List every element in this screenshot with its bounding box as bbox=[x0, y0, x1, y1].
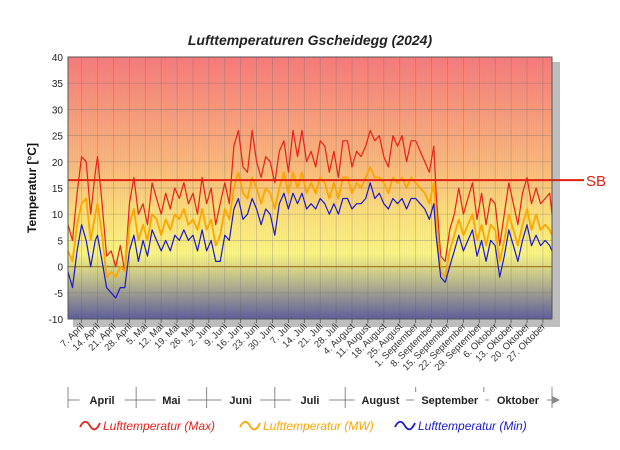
month-label-bg bbox=[488, 392, 548, 408]
legend-label-mw: Lufttemperatur (MW) bbox=[263, 419, 374, 433]
y-tick-label: 15 bbox=[52, 184, 64, 195]
month-label: Juni bbox=[229, 395, 252, 407]
month-label: September bbox=[421, 395, 479, 407]
month-label-bg bbox=[79, 392, 125, 408]
y-tick-label: 35 bbox=[52, 79, 64, 90]
month-label: Mai bbox=[162, 395, 180, 407]
month-label: Oktober bbox=[497, 395, 540, 407]
month-axis-arrow-icon bbox=[552, 396, 560, 404]
month-label-bg bbox=[354, 392, 407, 408]
y-tick-label: 30 bbox=[52, 105, 64, 116]
series-layer: SB bbox=[67, 129, 606, 299]
month-label: Juli bbox=[301, 395, 320, 407]
y-tick-label: 20 bbox=[52, 158, 64, 169]
month-label-bg bbox=[221, 392, 260, 408]
month-label-bg bbox=[155, 392, 188, 408]
y-tick-label: 25 bbox=[52, 132, 64, 143]
chart-title: Lufttemperaturen Gscheidegg (2024) bbox=[188, 32, 433, 48]
plot-frame bbox=[67, 56, 553, 320]
legend-label-max: Lufttemperatur (Max) bbox=[103, 419, 215, 433]
month-label: August bbox=[361, 395, 399, 407]
month-label: April bbox=[90, 395, 115, 407]
series-line-max bbox=[67, 129, 553, 273]
y-tick-label: 0 bbox=[57, 263, 63, 274]
y-tick-label: -10 bbox=[49, 315, 64, 326]
legend-swatch-mw bbox=[239, 420, 261, 431]
month-label-bg bbox=[414, 392, 486, 408]
y-tick-label: -5 bbox=[54, 289, 63, 300]
y-axis-label: Temperatur [°C] bbox=[25, 143, 39, 233]
series-line-mw bbox=[67, 166, 553, 278]
legend-label-min: Lufttemperatur (Min) bbox=[418, 419, 527, 433]
reference-line-label: SB bbox=[586, 173, 606, 190]
y-tick-label: 5 bbox=[57, 236, 63, 247]
y-tick-label: 40 bbox=[52, 53, 64, 64]
series-line-min bbox=[67, 182, 553, 299]
legend-swatch-min bbox=[394, 420, 416, 431]
y-tick-label: 10 bbox=[52, 210, 64, 221]
legend: Lufttemperatur (Max) Lufttemperatur (MW) L… bbox=[79, 419, 527, 433]
legend-swatch-max bbox=[79, 420, 101, 431]
month-label-bg bbox=[290, 392, 330, 408]
